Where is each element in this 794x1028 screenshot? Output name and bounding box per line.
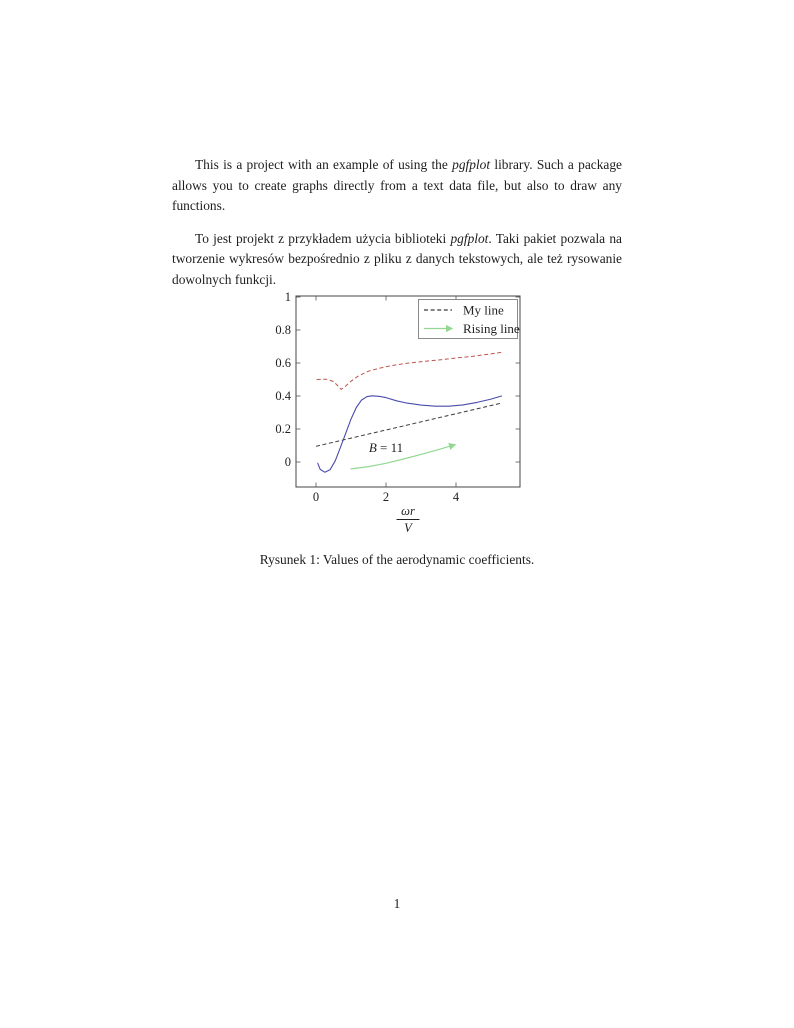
body-text: This is a project with an example of usi… [172, 155, 622, 303]
legend-label: My line [463, 303, 504, 318]
y-tick-label: 0.6 [275, 356, 291, 370]
series-my-line [315, 402, 502, 447]
pgfplot-italic: pgfplot [450, 230, 489, 246]
chart-legend: My line Rising line [418, 299, 520, 339]
paragraph-text: library. Such a package allows you to cr… [172, 157, 623, 214]
y-tick-label: 0 [285, 455, 291, 469]
fraction-denominator: V [404, 521, 413, 535]
axis-ticks [296, 296, 520, 487]
annotation-b-label: B = 11 [369, 440, 403, 455]
paragraph-text: . Taki pakiet pozwala na tworzenie wykre… [172, 230, 622, 287]
series-red-line [316, 351, 502, 390]
series-rising-line [350, 442, 457, 470]
aerodynamic-coefficients-chart: 0 2 4 0 0.2 0.4 0.6 0.8 1 B = 11 ωr V My line Rising … [275, 290, 521, 535]
paragraph-text: To jest projekt z przykładem użycia bibl… [195, 230, 451, 246]
plot-frame [295, 295, 521, 488]
y-tick-label: 1 [285, 290, 291, 304]
fraction-numerator: ωr [401, 504, 415, 518]
paragraph-text: This is a project with an example of usi… [195, 157, 453, 172]
x-tick-label: 0 [313, 490, 319, 504]
intro-paragraph-pl: To jest projekt z przykładem użycia bibl… [172, 229, 622, 291]
y-tick-label: 0.4 [275, 389, 291, 403]
y-tick-label: 0.8 [275, 323, 291, 337]
y-tick-label: 0.2 [275, 422, 291, 436]
series-blue-line [317, 395, 503, 473]
page-number: 1 [393, 896, 401, 911]
pgfplot-italic: pgfplot [452, 157, 491, 172]
axis-tick-labels: 0 2 4 0 0.2 0.4 0.6 0.8 1 [275, 290, 460, 504]
x-tick-label: 2 [383, 490, 389, 504]
figure-caption: Rysunek 1: Values of the aerodynamic coe… [259, 552, 535, 567]
x-tick-label: 4 [453, 490, 460, 504]
legend-box [418, 299, 518, 339]
legend-label: Rising line [463, 321, 520, 336]
x-axis-fraction-label: ωr V [396, 504, 420, 535]
intro-paragraph-en: This is a project with an example of usi… [172, 155, 622, 217]
